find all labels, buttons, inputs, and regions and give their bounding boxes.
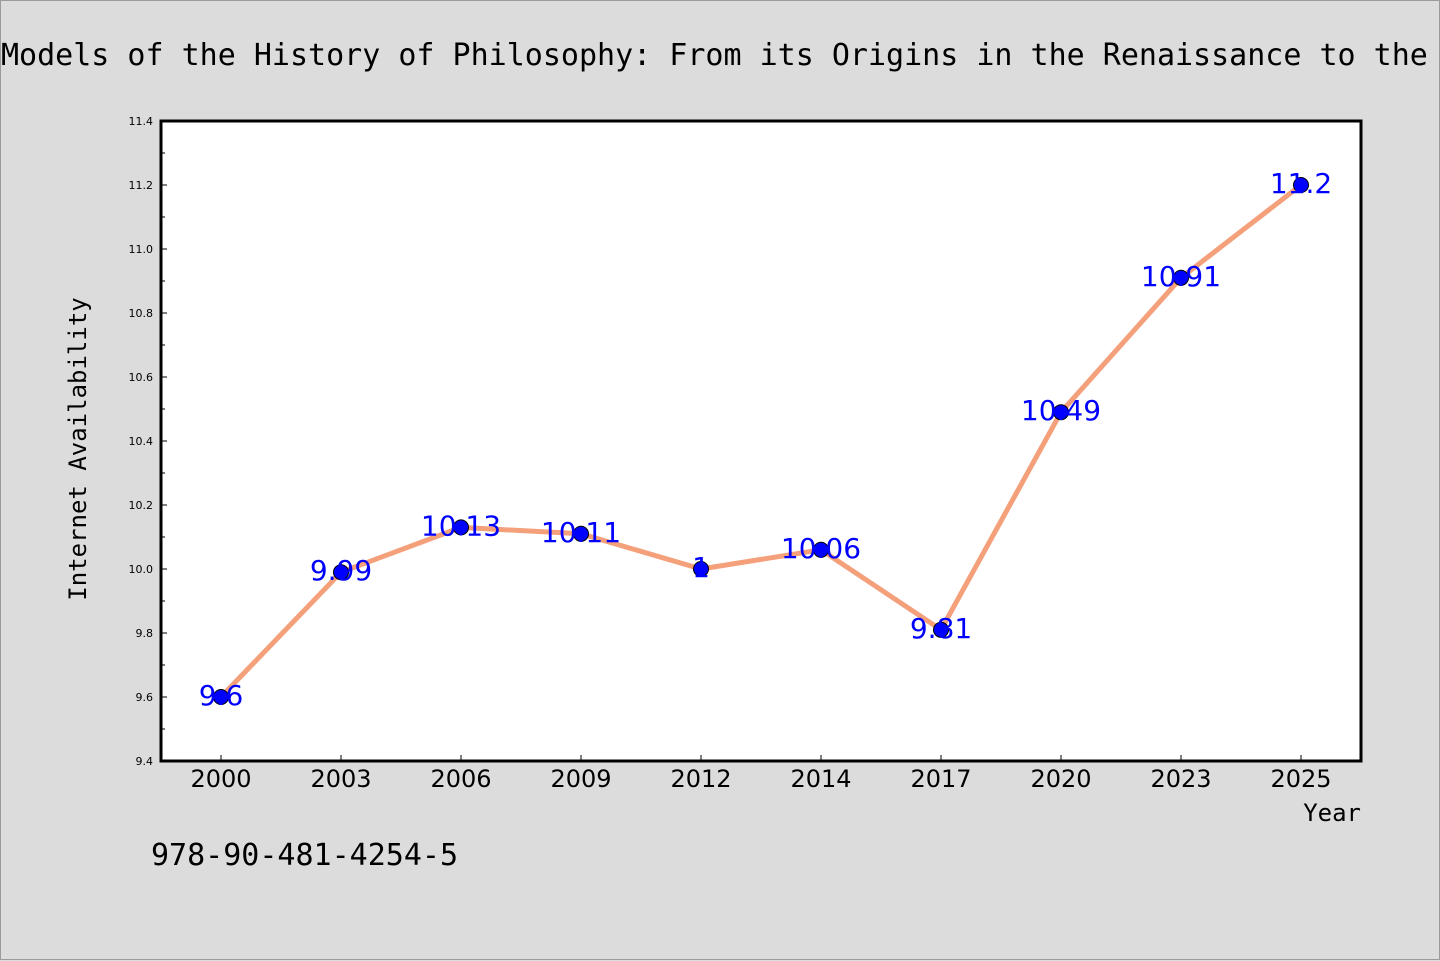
data-point (573, 525, 589, 542)
data-label: 10.06 (781, 532, 861, 565)
y-tick-label: 10.8 (129, 307, 154, 320)
series-line (219, 183, 1303, 699)
x-tick-label: 2020 (1030, 765, 1091, 793)
data-label: 10.49 (1021, 394, 1101, 427)
y-tick-label: 10.2 (129, 499, 154, 512)
x-tick-label: 2023 (1150, 765, 1211, 793)
x-tick-label: 2006 (430, 765, 491, 793)
data-label: 10.91 (1141, 260, 1221, 293)
isbn-annotation: 978-90-481-4254-5 (151, 838, 458, 873)
data-point (933, 621, 949, 638)
y-tick-label: 11.4 (129, 115, 154, 128)
x-tick-label: 2012 (670, 765, 731, 793)
y-tick-label: 10.6 (129, 371, 154, 384)
data-point (1293, 177, 1309, 193)
data-point (693, 561, 709, 577)
plot-area (159, 119, 1363, 763)
x-tick-label: 2000 (190, 765, 251, 793)
data-label: 10.13 (421, 509, 501, 542)
x-axis-label: Year (1303, 799, 1361, 827)
data-point (213, 689, 229, 705)
data-label: 9.81 (910, 612, 972, 645)
data-label: 11.2 (1270, 167, 1332, 200)
y-tick-label: 9.6 (136, 691, 154, 704)
data-point (453, 519, 469, 536)
y-tick-label: 9.4 (136, 755, 154, 768)
data-point (813, 541, 829, 558)
x-tick-label: 2003 (310, 765, 371, 793)
x-axis-ticks: 2000 2003 2006 2009 2012 2014 2017 2020 2023 2025 (190, 755, 1332, 793)
y-tick-label: 11.2 (129, 179, 154, 192)
y-tick-label: 10.0 (129, 563, 154, 576)
x-tick-label: 2025 (1270, 765, 1331, 793)
y-tick-label: 9.8 (136, 627, 154, 640)
y-axis-ticks: 9.4 9.6 9.8 10.0 10.2 10.4 10.6 10.8 11.0 11.2 11.… (129, 115, 167, 768)
x-tick-label: 2017 (910, 765, 971, 793)
data-point (333, 564, 349, 581)
data-point (1053, 404, 1069, 421)
y-tick-label: 11.0 (129, 243, 154, 256)
y-tick-label: 10.4 (129, 435, 154, 448)
x-tick-label: 2009 (550, 765, 611, 793)
y-axis-label: Internet Availability (64, 297, 92, 600)
data-label: 10.11 (541, 516, 621, 549)
chart-title: Models of the History of Philosophy: Fro… (1, 38, 1428, 73)
data-point (1173, 269, 1189, 286)
data-labels: 9.6 9.99 10.13 10.11 1 10.06 9.81 10.49 10.91 11.… (199, 167, 1332, 712)
data-label: 9.6 (199, 679, 244, 712)
data-label: 1 (692, 551, 710, 584)
x-tick-label: 2014 (790, 765, 851, 793)
data-label: 9.99 (310, 554, 372, 587)
series-markers (213, 177, 1309, 705)
